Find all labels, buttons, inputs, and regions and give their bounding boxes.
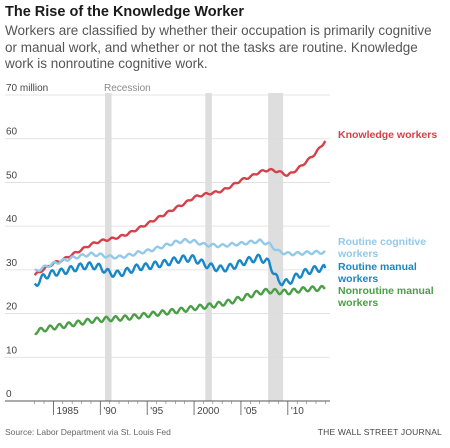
y-tick-label: 60 [6,127,18,138]
y-tick-label: 70 million [6,83,48,94]
chart-title: The Rise of the Knowledge Worker [5,4,245,20]
y-tick-label: 50 [6,170,18,181]
recession-label: Recession [104,83,151,94]
x-tick-label: '90 [103,406,116,417]
x-tick-label: 2000 [197,406,220,417]
series-label: Routine manual workers [337,261,417,285]
x-tick-label: '95 [150,406,163,417]
x-tick-label: '10 [291,406,304,417]
x-tick-label: 1985 [56,406,79,417]
series-line [34,237,326,273]
series-label: Nonroutine manual workers [337,285,434,309]
series-label-line: Routine manual [338,261,417,273]
publisher-credit: THE WALL STREET JOURNAL [317,427,442,437]
y-tick-label: 40 [6,214,18,225]
series-line [33,140,327,276]
series-label-line: workers [337,297,378,309]
series-label-line: Knowledge workers [338,129,437,141]
series-label-line: workers [337,273,378,285]
recession-band [105,93,112,401]
series-label-line: Routine cognitive [338,236,426,248]
y-tick-label: 10 [6,345,18,356]
series-label: Knowledge workers [338,129,437,141]
y-tick-label: 30 [6,258,18,269]
series-line [34,284,326,336]
series-label: Routine cognitive workers [337,236,426,260]
series-label-line: workers [337,248,378,260]
recession-band [268,93,284,401]
series-line [33,253,327,287]
y-tick-label: 20 [6,302,18,313]
series-label-line: Nonroutine manual [338,285,434,297]
y-tick-label: 0 [6,389,12,400]
x-tick-label: '05 [244,406,257,417]
chart-subtitle: Workers are classified by whether their … [5,23,432,71]
source-note: Source: Labor Department via St. Louis F… [5,427,171,437]
